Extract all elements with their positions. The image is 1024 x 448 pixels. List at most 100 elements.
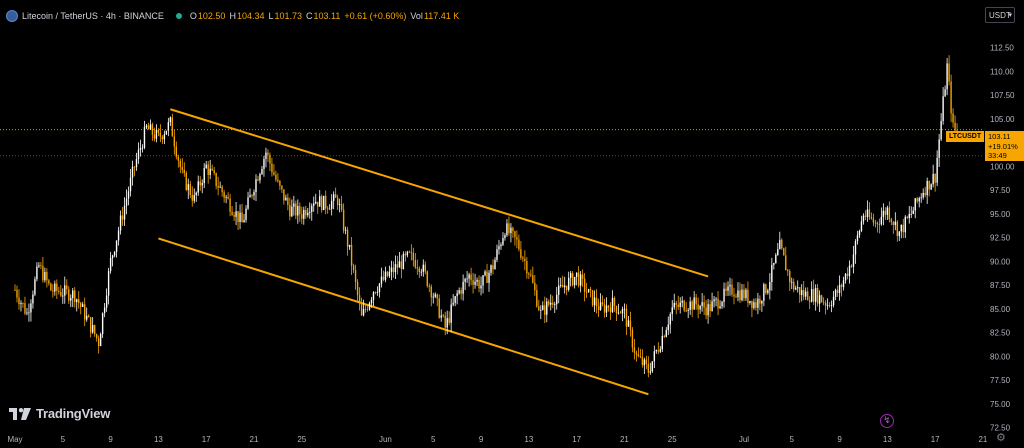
candle-body — [420, 271, 422, 273]
candle-body — [464, 278, 466, 282]
candle-body — [785, 255, 787, 271]
candle-body — [348, 244, 351, 247]
candle-body — [695, 297, 697, 305]
candle-body — [617, 312, 620, 314]
candle-body — [91, 325, 94, 333]
y-tick-label: 82.50 — [990, 329, 1011, 338]
candle-body — [942, 96, 944, 122]
candle-body — [476, 279, 478, 282]
y-tick-label: 110.00 — [990, 67, 1014, 76]
candle-body — [173, 136, 176, 147]
candle-body — [62, 295, 64, 297]
candle-body — [350, 244, 353, 266]
candle-body — [852, 254, 855, 267]
candle-body — [613, 297, 616, 307]
candle-body — [711, 301, 713, 312]
candle-body — [757, 298, 759, 308]
candle-body — [950, 81, 952, 114]
candle-body — [812, 289, 815, 302]
candle-body — [882, 210, 885, 217]
candle-body — [631, 329, 634, 348]
x-tick-label: 5 — [61, 435, 66, 444]
candle-body — [522, 257, 524, 259]
candle-body — [689, 301, 691, 310]
candle-body — [38, 265, 40, 267]
x-tick-label: Jun — [379, 435, 392, 444]
candle-body — [231, 211, 233, 215]
candle-body — [484, 271, 486, 276]
candle-body — [141, 147, 144, 149]
candle-body — [709, 304, 711, 312]
candle-body — [323, 195, 325, 210]
channel-lower-line[interactable] — [158, 237, 649, 396]
candle-body — [360, 303, 363, 316]
candle-body — [607, 305, 610, 308]
candle-body — [14, 289, 16, 291]
candle-body — [64, 285, 66, 296]
candle-body — [145, 125, 148, 128]
candle-body — [482, 275, 484, 286]
candle-body — [287, 197, 289, 206]
candle-body — [113, 251, 116, 256]
candle-body — [930, 184, 932, 190]
candle-body — [932, 173, 934, 185]
candle-body — [442, 315, 444, 317]
candle-body — [386, 271, 389, 277]
candle-body — [548, 301, 550, 305]
lightning-icon[interactable]: ↯ — [880, 414, 894, 428]
low-value: 101.73 — [274, 11, 303, 21]
candle-body — [78, 299, 80, 304]
candle-body — [36, 266, 38, 280]
candle-body — [771, 264, 773, 283]
tradingview-logo[interactable]: TradingView — [9, 406, 110, 421]
gear-icon[interactable]: ⚙ — [996, 432, 1006, 444]
candle-body — [257, 179, 259, 181]
candle-body — [68, 289, 70, 301]
candle-body — [818, 295, 821, 304]
candle-body — [560, 285, 562, 286]
candle-body — [649, 371, 652, 373]
candle-body — [506, 223, 508, 236]
candle-body — [751, 300, 753, 308]
candle-body — [595, 297, 598, 307]
candle-body — [326, 208, 329, 210]
candle-body — [579, 274, 582, 286]
candle-body — [338, 204, 341, 206]
candle-body — [179, 160, 182, 168]
candle-body — [615, 306, 618, 314]
last-price: 103.11 — [988, 132, 1011, 141]
high-value: 104.34 — [236, 11, 265, 21]
candle-body — [701, 302, 703, 306]
candle-body — [691, 301, 693, 310]
candle-body — [189, 184, 191, 195]
candle-body — [277, 179, 279, 181]
candle-body — [89, 317, 92, 333]
candle-body — [197, 181, 199, 193]
candle-body — [687, 309, 689, 311]
candle-body — [253, 191, 255, 196]
candle-body — [95, 334, 98, 339]
candle-body — [587, 289, 590, 293]
candle-body — [713, 299, 715, 302]
candle-body — [546, 301, 548, 315]
candle-body — [309, 211, 311, 213]
candle-body — [103, 307, 106, 314]
candle-body — [898, 231, 900, 237]
candle-body — [621, 309, 624, 314]
candle-body — [936, 157, 938, 183]
candle-body — [388, 271, 391, 277]
candle-body — [659, 349, 661, 352]
volume-value: 117.41 K — [423, 11, 460, 21]
candle-body — [747, 289, 749, 303]
candle-body — [434, 294, 436, 297]
symbol-title[interactable]: Litecoin / TetherUS · 4h · BINANCE — [22, 11, 164, 21]
candle-body — [119, 215, 122, 231]
candle-body — [643, 359, 646, 366]
channel-upper-line[interactable] — [170, 108, 709, 278]
candle-body — [603, 304, 606, 313]
candle-body — [58, 291, 60, 293]
candle-body — [66, 285, 68, 290]
candle-body — [894, 221, 897, 226]
currency-select[interactable]: USDT ▾ — [985, 7, 1015, 23]
